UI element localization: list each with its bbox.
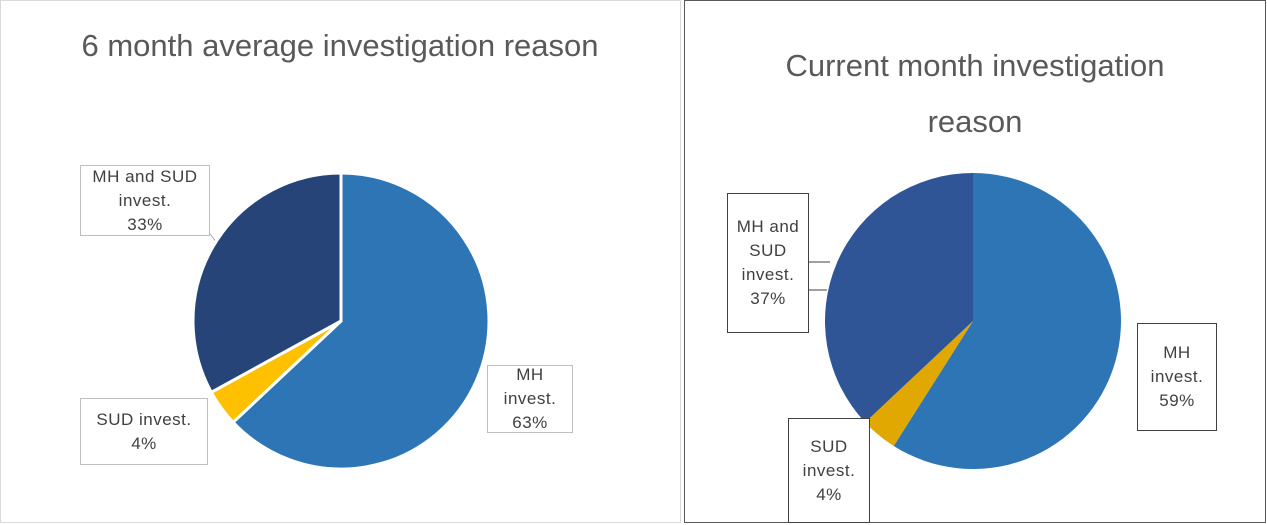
pie-slice (191, 171, 343, 395)
label-value: 4% (131, 433, 157, 453)
data-label: MH and SUD invest. 33% (80, 165, 210, 236)
pie-slice (893, 173, 1121, 469)
pie-slice (865, 321, 973, 446)
chart-title: 6 month average investigation reason (81, 28, 599, 63)
label-category: MH invest. (1150, 343, 1204, 386)
label-category: SUD invest. (802, 436, 856, 480)
label-category: MH and SUD invest. (736, 217, 800, 284)
chart-panel (0, 0, 681, 523)
data-label: MH invest. 59% (1137, 323, 1217, 431)
label-category: MH invest. (503, 365, 557, 408)
pie-slice (825, 173, 973, 423)
pie-slice (230, 171, 491, 471)
label-value: 33% (127, 214, 163, 234)
label-value: 63% (512, 413, 548, 432)
label-value: 59% (1159, 391, 1195, 410)
label-category: SUD invest. (96, 409, 192, 429)
data-label: SUD invest. 4% (788, 418, 870, 523)
data-label: SUD invest. 4% (80, 398, 208, 465)
label-value: 37% (750, 289, 786, 308)
label-category: MH and SUD invest. (92, 166, 198, 210)
data-label: MH invest. 63% (487, 365, 573, 433)
data-label: MH and SUD invest. 37% (727, 193, 809, 333)
label-value: 4% (816, 484, 842, 504)
chart-panel (684, 0, 1266, 523)
chart-title: Current month investigation reason (785, 48, 1165, 139)
